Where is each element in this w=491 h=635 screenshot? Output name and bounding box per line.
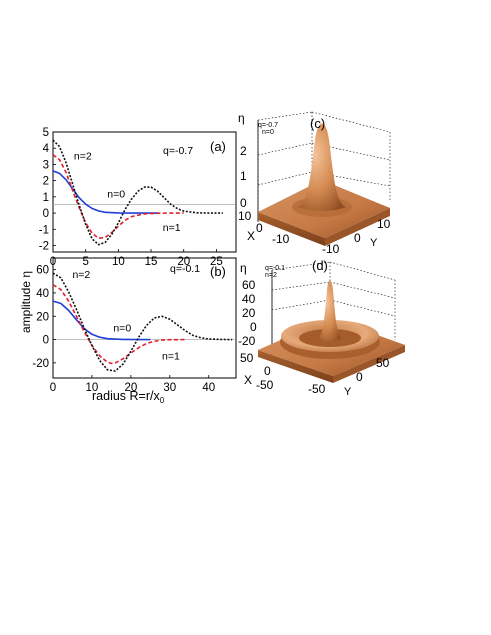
panel-d-plate-side2 <box>333 345 405 383</box>
panel-c-xlabel: X <box>247 229 255 243</box>
panel-d-label: (d) <box>312 258 328 273</box>
panel-b-series-n1 <box>52 284 186 365</box>
panel-a-ytick-label: -2 <box>39 241 49 253</box>
panel-d-ytick-0: 0 <box>356 370 363 384</box>
panel-a-ytick-label: 2 <box>43 176 49 188</box>
panel-b-xlabel-sub: 0 <box>160 396 165 405</box>
panel-a-ytick-label: -1 <box>39 224 49 236</box>
panel-c-zlabel: η <box>238 111 245 125</box>
panel-d-annotation-n: n=2 <box>265 272 277 279</box>
panel-d-ztick-60: 60 <box>242 278 256 292</box>
panel-c-annotation-n: n=0 <box>262 129 274 136</box>
panel-b-curves <box>52 272 233 372</box>
panel-a-curve-label: n=0 <box>107 189 125 201</box>
panel-a-curve-label: n=2 <box>74 151 92 163</box>
panel-c-peak <box>298 123 346 211</box>
panel-a-xtick-label: 25 <box>210 256 223 268</box>
panel-b-ytick-label: 20 <box>36 311 49 323</box>
panel-a-curve-label: n=1 <box>163 222 181 234</box>
panel-a-ytick-label: 0 <box>43 208 49 220</box>
panel-d-ztick-40: 40 <box>242 292 256 306</box>
panel-c-ztick-1: 1 <box>240 169 247 183</box>
panel-d-ztick-0: 0 <box>250 320 257 334</box>
panel-b-series-n2 <box>52 272 233 372</box>
panel-a-xtick-label: 20 <box>177 256 190 268</box>
panel-b-xtick-label: 30 <box>163 382 176 394</box>
panel-d-xtick-m50: -50 <box>256 378 274 392</box>
panel-c-xtick-m10: -10 <box>272 232 290 246</box>
panel-a-series-n0 <box>52 170 158 214</box>
panel-a-curves <box>52 139 223 246</box>
panel-c-label: (c) <box>310 116 325 131</box>
panel-c-ztick-0: 0 <box>240 196 247 210</box>
panel-c-ytick-10: 10 <box>377 217 391 231</box>
panel-c-ytick-m10: -10 <box>322 242 340 256</box>
shared-ylabel: amplitude η <box>19 271 33 333</box>
panel-b-xtick-label: 10 <box>86 382 99 394</box>
panel-a-ytick-label: 1 <box>43 192 49 204</box>
panel-d-peak <box>318 281 342 341</box>
panel-b-curve-label: n=0 <box>113 322 131 334</box>
panel-d-ztick-m20: -20 <box>238 334 256 348</box>
panel-a-xtick-label: 15 <box>145 256 158 268</box>
panel-b-label: (b) <box>210 264 226 279</box>
panel-d-xtick-50: 50 <box>240 351 254 365</box>
panel-b-curve-label: n=1 <box>162 350 180 362</box>
panel-c-xtick-0: 0 <box>256 221 263 235</box>
panel-b-ytick-label: 0 <box>43 335 49 347</box>
panel-d-ytick-50: 50 <box>376 356 390 370</box>
panel-d-xtick-0: 0 <box>264 364 271 378</box>
panel-d-ytick-m50: -50 <box>308 382 326 396</box>
panel-c-annotation-q: q=-0.7 <box>258 122 278 129</box>
panel-b-ytick-label: -20 <box>32 358 49 370</box>
panel-c-ytick-0: 0 <box>354 231 361 245</box>
panel-a-annotation: q=-0.7 <box>163 145 193 157</box>
panel-d: η 60 40 20 0 -20 q=-0.1 n=2 (d) 50 0 -50… <box>238 258 405 398</box>
panel-c: η 2 1 0 q=-0.7 n=0 (c) 10 0 -10 X -10 0 … <box>238 111 391 256</box>
panel-c-plate-side2 <box>325 208 390 246</box>
panel-b-xtick-label: 20 <box>124 382 137 394</box>
panel-a-xticks: 0 5 10 15 20 25 <box>50 249 223 268</box>
panel-a-frame <box>52 131 237 253</box>
panel-a-xtick-label: 10 <box>112 256 125 268</box>
panel-b-ytick-label: 40 <box>36 288 49 300</box>
panel-c-ztick-2: 2 <box>240 144 247 158</box>
panel-b-ytick-label: 60 <box>36 265 49 277</box>
panel-b-xlabel: radius R=r/x0 <box>92 389 165 405</box>
panel-d-xlabel: X <box>244 373 252 387</box>
panel-c-xtick-10: 10 <box>238 209 252 223</box>
panel-a-ytick-label: 4 <box>43 143 50 155</box>
panel-b-annotation: q=-0.1 <box>170 263 200 275</box>
panel-b-series-n0 <box>52 300 151 341</box>
panel-b-xlabel-main: radius R=r/x <box>92 389 160 403</box>
panel-a-series-n1 <box>52 154 184 239</box>
panel-d-annotation-q: q=-0.1 <box>265 265 285 272</box>
panel-a-curve-labels: n=2 n=0 n=1 <box>74 151 181 234</box>
panel-b-xtick-label: 0 <box>50 382 56 394</box>
panel-d-zlabel: η <box>240 261 247 275</box>
panel-b-yticks: -20 0 20 40 60 <box>32 265 56 370</box>
panel-a-label: (a) <box>210 139 226 154</box>
panel-a-ytick-label: 3 <box>43 159 49 171</box>
panel-a-xtick-label: 5 <box>82 256 88 268</box>
panel-b-curve-labels: n=2 n=0 n=1 <box>72 269 180 363</box>
panel-a-ytick-label: 5 <box>43 127 49 139</box>
panel-b-frame <box>52 257 237 379</box>
panel-d-ztick-20: 20 <box>242 306 256 320</box>
panel-b-curve-label: n=2 <box>72 269 90 281</box>
panel-d-ylabel: Y <box>344 386 352 398</box>
panel-c-plate-side <box>258 212 325 246</box>
panel-b-xticks: 0 10 20 30 40 <box>50 375 215 394</box>
panel-b-xtick-label: 40 <box>202 382 215 394</box>
panel-a-yticks: -2 -1 0 1 2 3 4 5 <box>39 127 56 253</box>
panel-c-ylabel: Y <box>370 237 378 249</box>
panel-a-series-n2 <box>52 139 223 246</box>
panel-d-plate-side <box>258 350 333 383</box>
